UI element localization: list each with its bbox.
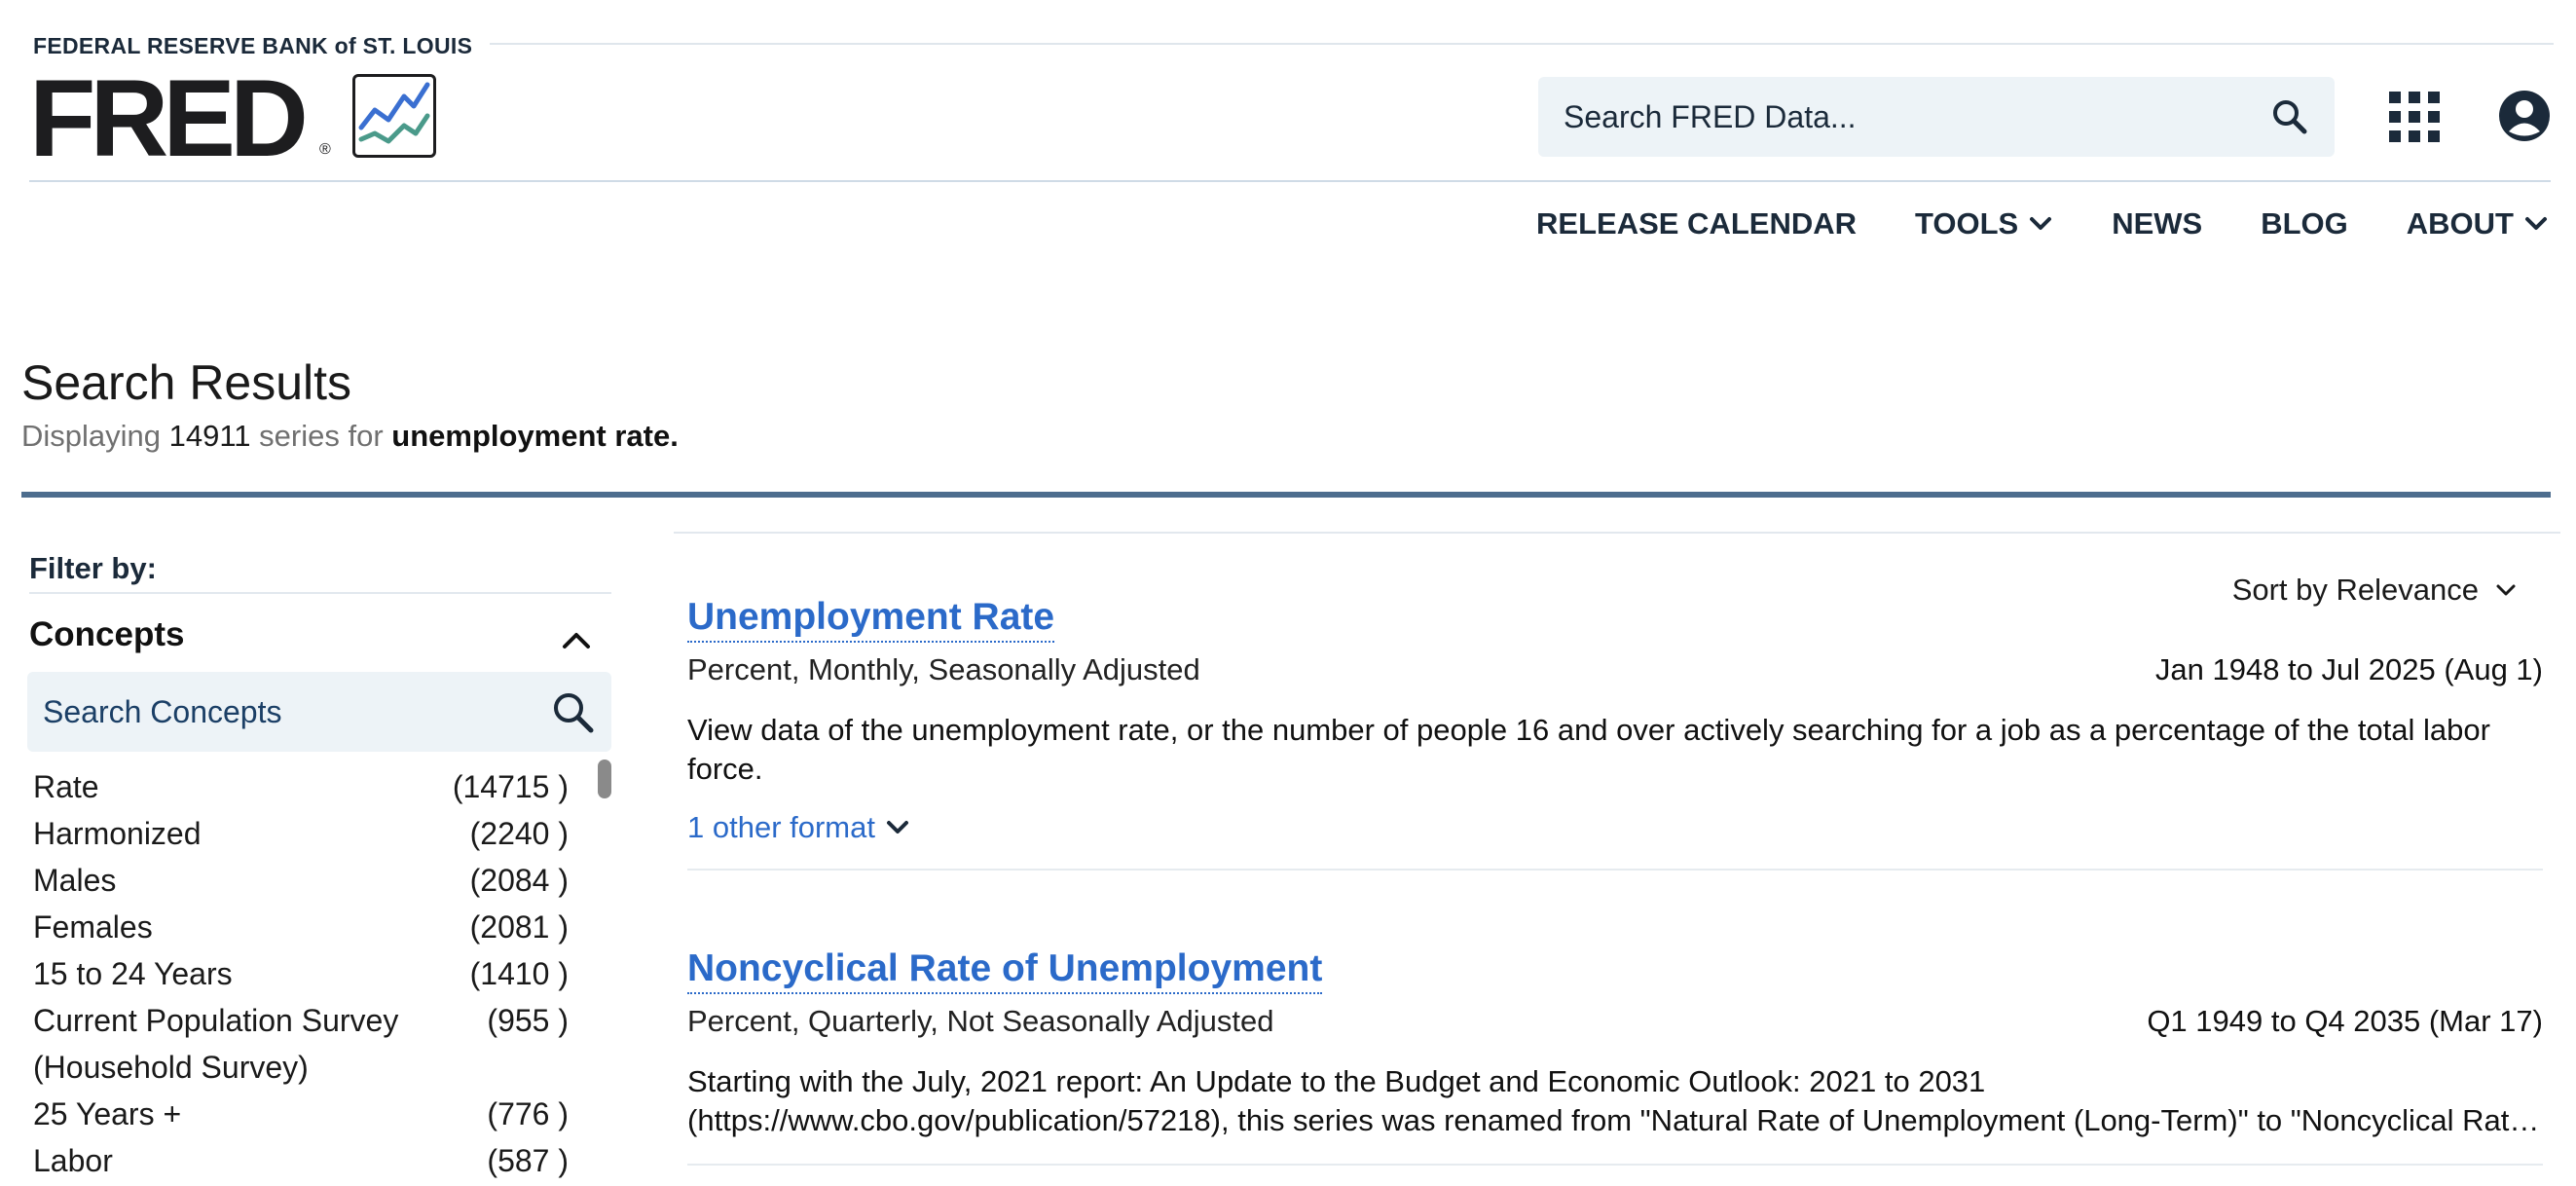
nav-label: RELEASE CALENDAR: [1536, 206, 1857, 241]
results-summary: Displaying 14911 series for unemployment…: [21, 419, 679, 454]
concepts-list: Rate (14715 ) Harmonized (2240 ) Males (…: [33, 763, 569, 1184]
search-icon[interactable]: [549, 688, 596, 735]
concept-item[interactable]: Rate (14715 ): [33, 763, 569, 810]
result-title-link[interactable]: Unemployment Rate: [687, 596, 1055, 643]
result-title-link[interactable]: Noncyclical Rate of Unemployment: [687, 947, 1323, 994]
search-query: unemployment rate.: [391, 419, 679, 453]
concept-count: (1410 ): [469, 956, 569, 991]
concept-item[interactable]: Females (2081 ): [33, 904, 569, 950]
nav-label: BLOG: [2261, 206, 2348, 241]
concepts-search-input[interactable]: Search Concepts: [27, 672, 611, 752]
concept-item[interactable]: 15 to 24 Years (1410 ): [33, 950, 569, 997]
other-format-label: 1 other format: [687, 810, 875, 844]
org-name: FEDERAL RESERVE BANK of ST. LOUIS: [33, 33, 473, 58]
result-meta: Percent, Quarterly, Not Seasonally Adjus…: [687, 1004, 2543, 1039]
sort-dropdown[interactable]: Sort by Relevance: [2232, 573, 2518, 608]
concept-count: (955 ): [487, 1003, 569, 1038]
concept-name: 25 Years +: [33, 1096, 182, 1131]
result-date-range: Q1 1949 to Q4 2035 (Mar 17): [2147, 1004, 2543, 1038]
concept-item[interactable]: Current Population Survey (Household Sur…: [33, 997, 569, 1091]
other-format-toggle[interactable]: 1 other format: [687, 810, 2543, 845]
result-description: View data of the unemployment rate, or t…: [687, 713, 2490, 786]
search-placeholder[interactable]: Search FRED Data...: [1564, 98, 1857, 134]
concept-name: Males: [33, 863, 117, 898]
registered-mark: ®: [319, 141, 331, 158]
result-description-line: (https://www.cbo.gov/publication/57218),…: [687, 1103, 2543, 1137]
chevron-down-icon: [2030, 217, 2052, 230]
header-divider: [29, 180, 2551, 182]
concept-item[interactable]: 25 Years + (776 ): [33, 1091, 569, 1137]
concept-name: Current Population Survey (Household Sur…: [33, 1003, 399, 1085]
nav-about[interactable]: ABOUT: [2407, 206, 2549, 241]
concept-item[interactable]: Males (2084 ): [33, 857, 569, 904]
fred-logo-text[interactable]: FRED: [29, 57, 309, 179]
results-top-divider: [674, 532, 2560, 534]
concept-name: 15 to 24 Years: [33, 956, 233, 991]
apps-grid-icon[interactable]: [2387, 90, 2442, 144]
sort-label: Sort by Relevance: [2231, 573, 2479, 607]
concept-item[interactable]: Harmonized (2240 ): [33, 810, 569, 857]
fred-search-input[interactable]: Search FRED Data...: [1538, 77, 2335, 157]
result-meta: Percent, Monthly, Seasonally Adjusted Ja…: [687, 652, 2543, 687]
results-heading-divider: [21, 492, 2551, 498]
result-date-range: Jan 1948 to Jul 2025 (Aug 1): [2154, 652, 2543, 686]
search-icon[interactable]: [2270, 97, 2309, 136]
concept-count: (2084 ): [469, 863, 569, 898]
concept-name: Rate: [33, 769, 99, 804]
concept-count: (14715 ): [452, 769, 569, 804]
fred-logo-graph-icon[interactable]: [352, 74, 436, 158]
nav-news[interactable]: NEWS: [2112, 206, 2202, 241]
nav-tools[interactable]: TOOLS: [1915, 206, 2053, 241]
concept-count: (2081 ): [469, 909, 569, 945]
result-divider: [687, 1164, 2543, 1166]
page-title: Search Results: [21, 355, 352, 410]
result-item: Unemployment Rate Percent, Monthly, Seas…: [687, 596, 2543, 871]
nav-blog[interactable]: BLOG: [2261, 206, 2348, 241]
nav-label: ABOUT: [2406, 206, 2514, 241]
concepts-search-placeholder[interactable]: Search Concepts: [43, 693, 282, 729]
result-description-line: Starting with the July, 2021 report: An …: [687, 1064, 1986, 1098]
concept-count: (776 ): [487, 1096, 569, 1131]
nav-label: TOOLS: [1915, 206, 2019, 241]
chevron-down-icon: [2496, 584, 2516, 596]
filter-divider: [29, 592, 611, 594]
concept-name: Labor: [33, 1143, 113, 1178]
concepts-scrollbar[interactable]: [598, 760, 611, 798]
filter-by-label: Filter by:: [29, 551, 157, 585]
nav-label: NEWS: [2112, 206, 2203, 241]
results-count: 14911: [168, 419, 251, 453]
chevron-down-icon: [886, 821, 908, 834]
result-units: Percent, Monthly, Seasonally Adjusted: [687, 652, 1200, 686]
summary-middle: series for: [259, 419, 384, 453]
result-item: Noncyclical Rate of Unemployment Percent…: [687, 947, 2543, 1166]
chevron-up-icon[interactable]: [559, 623, 594, 658]
user-account-icon[interactable]: [2498, 90, 2551, 142]
summary-prefix: Displaying: [21, 419, 162, 453]
result-units: Percent, Quarterly, Not Seasonally Adjus…: [687, 1004, 1274, 1038]
concept-name: Harmonized: [33, 816, 202, 851]
nav-release-calendar[interactable]: RELEASE CALENDAR: [1536, 206, 1857, 241]
chevron-down-icon: [2525, 217, 2547, 230]
concept-item[interactable]: Labor (587 ): [33, 1137, 569, 1184]
concept-name: Females: [33, 909, 153, 945]
concepts-heading[interactable]: Concepts: [29, 615, 185, 653]
result-divider: [687, 869, 2543, 871]
concept-count: (2240 ): [469, 816, 569, 851]
concept-count: (587 ): [487, 1143, 569, 1178]
header-top-rule: [490, 43, 2554, 45]
main-nav: RELEASE CALENDAR TOOLS NEWS BLOG ABOUT: [1536, 206, 2549, 241]
